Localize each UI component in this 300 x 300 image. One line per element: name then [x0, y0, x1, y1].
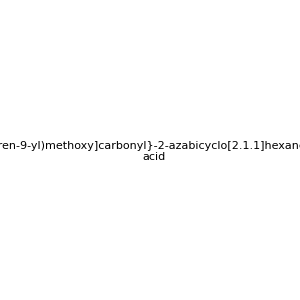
Text: 2-{[(9H-fluoren-9-yl)methoxy]carbonyl}-2-azabicyclo[2.1.1]hexane-5-carboxylic ac: 2-{[(9H-fluoren-9-yl)methoxy]carbonyl}-2…	[0, 141, 300, 162]
